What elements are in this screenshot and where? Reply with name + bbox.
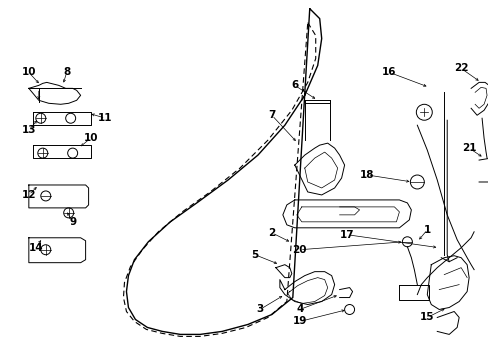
- Circle shape: [415, 104, 431, 120]
- Text: 9: 9: [69, 217, 76, 227]
- Text: 8: 8: [63, 67, 70, 77]
- Text: 15: 15: [419, 312, 434, 323]
- Text: 20: 20: [292, 245, 306, 255]
- Text: 2: 2: [268, 228, 275, 238]
- Text: 21: 21: [461, 143, 475, 153]
- Text: 6: 6: [290, 80, 298, 90]
- Circle shape: [65, 113, 76, 123]
- Text: 10: 10: [21, 67, 36, 77]
- Text: 11: 11: [98, 113, 113, 123]
- Text: 18: 18: [360, 170, 374, 180]
- Circle shape: [402, 237, 411, 247]
- Text: 12: 12: [21, 190, 36, 200]
- Text: 22: 22: [453, 63, 468, 73]
- Circle shape: [38, 148, 48, 158]
- Text: 14: 14: [28, 243, 43, 253]
- Circle shape: [409, 175, 424, 189]
- Circle shape: [41, 245, 51, 255]
- Circle shape: [63, 208, 74, 218]
- Circle shape: [67, 148, 78, 158]
- Text: 7: 7: [267, 110, 275, 120]
- Circle shape: [41, 191, 51, 201]
- Text: 19: 19: [292, 316, 306, 327]
- Text: 17: 17: [340, 230, 354, 240]
- Text: 16: 16: [382, 67, 396, 77]
- Text: 13: 13: [21, 125, 36, 135]
- Circle shape: [36, 113, 46, 123]
- Text: 5: 5: [251, 250, 258, 260]
- Circle shape: [344, 305, 354, 315]
- Text: 10: 10: [83, 133, 98, 143]
- Text: 3: 3: [256, 305, 263, 315]
- Text: 1: 1: [423, 225, 430, 235]
- Text: 4: 4: [296, 305, 303, 315]
